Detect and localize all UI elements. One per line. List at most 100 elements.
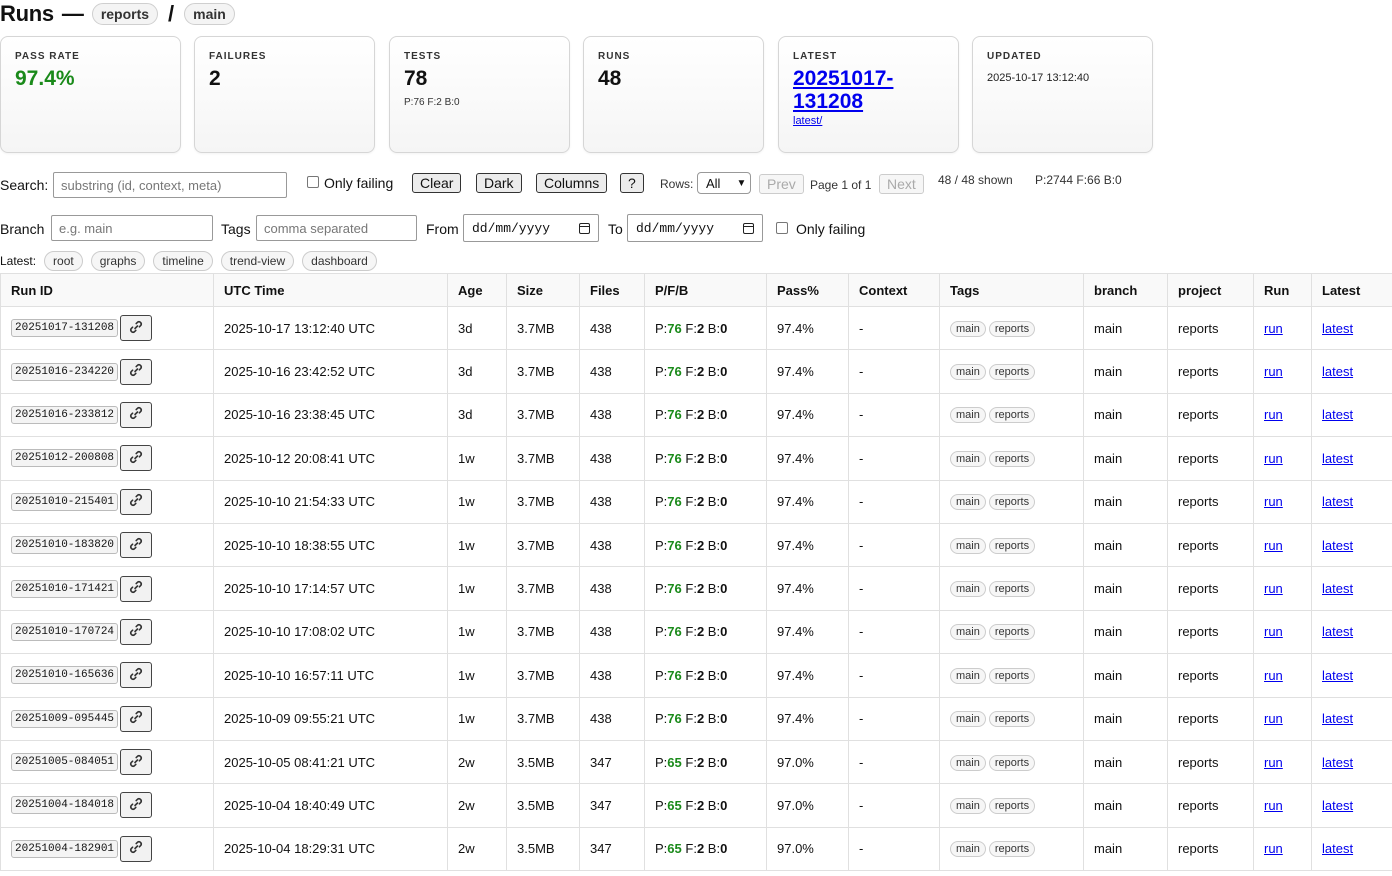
latest-link[interactable]: latest bbox=[1322, 537, 1354, 553]
breadcrumb-project[interactable]: reports bbox=[91, 3, 159, 25]
latest-dir-link[interactable]: latest/ bbox=[793, 115, 823, 127]
run-link[interactable]: run bbox=[1264, 581, 1283, 597]
column-header-run[interactable]: Run bbox=[1253, 273, 1312, 307]
column-header-run-id[interactable]: Run ID bbox=[0, 273, 214, 307]
table-row[interactable]: 20251017-131208 2025-10-17 13:12:40 UTC 3d… bbox=[0, 305, 1392, 351]
table-row[interactable]: 20251016-233812 2025-10-16 23:38:45 UTC 3d… bbox=[0, 392, 1392, 438]
latest-link[interactable]: latest bbox=[1322, 667, 1354, 683]
run-id-badge[interactable]: 20251010-183820 bbox=[11, 536, 119, 555]
run-id-badge[interactable]: 20251010-171421 bbox=[11, 579, 119, 598]
tag-badge[interactable]: main bbox=[950, 581, 986, 598]
rows-select[interactable]: All ▼ bbox=[697, 172, 752, 194]
latest-link[interactable]: latest bbox=[1322, 797, 1354, 813]
tag-badge[interactable]: reports bbox=[988, 841, 1036, 858]
tag-badge[interactable]: reports bbox=[988, 364, 1036, 381]
run-id-badge[interactable]: 20251017-131208 bbox=[11, 319, 119, 338]
latest-link[interactable]: latest bbox=[1322, 450, 1354, 466]
table-row[interactable]: 20251016-234220 2025-10-16 23:42:52 UTC 3d… bbox=[0, 349, 1392, 394]
next-page-button[interactable]: Next bbox=[879, 174, 924, 194]
run-link[interactable]: run bbox=[1264, 320, 1283, 336]
copy-link-button[interactable] bbox=[120, 835, 153, 862]
run-link[interactable]: run bbox=[1264, 537, 1283, 553]
latest-link[interactable]: latest bbox=[1322, 754, 1354, 770]
breadcrumb-branch[interactable]: main bbox=[184, 3, 235, 25]
copy-link-button[interactable] bbox=[120, 532, 153, 559]
search-input[interactable] bbox=[53, 172, 287, 198]
latest-link[interactable]: latest bbox=[1322, 320, 1354, 336]
copy-link-button[interactable] bbox=[120, 401, 153, 428]
table-row[interactable]: 20251010-171421 2025-10-10 17:14:57 UTC 1w… bbox=[0, 566, 1392, 611]
table-row[interactable]: 20251009-095445 2025-10-09 09:55:21 UTC 1w… bbox=[0, 696, 1392, 741]
run-id-badge[interactable]: 20251010-170724 bbox=[11, 622, 119, 641]
run-id-badge[interactable]: 20251010-215401 bbox=[11, 492, 119, 511]
calendar-icon[interactable] bbox=[743, 222, 754, 234]
tag-badge[interactable]: main bbox=[950, 667, 986, 684]
run-link[interactable]: run bbox=[1264, 841, 1283, 857]
table-row[interactable]: 20251005-084051 2025-10-05 08:41:21 UTC 2w… bbox=[0, 739, 1392, 785]
column-header-latest[interactable]: Latest bbox=[1311, 273, 1392, 307]
run-id-badge[interactable]: 20251016-234220 bbox=[11, 362, 119, 381]
tag-badge[interactable]: main bbox=[950, 450, 986, 467]
run-link[interactable]: run bbox=[1264, 624, 1283, 640]
table-row[interactable]: 20251010-170724 2025-10-10 17:08:02 UTC 1w… bbox=[0, 609, 1392, 655]
run-id-badge[interactable]: 20251005-084051 bbox=[11, 753, 119, 772]
copy-link-button[interactable] bbox=[120, 618, 153, 645]
column-header-project[interactable]: project bbox=[1167, 273, 1254, 307]
tag-badge[interactable]: main bbox=[950, 364, 986, 381]
tag-badge[interactable]: reports bbox=[988, 494, 1036, 511]
column-header-pfb[interactable]: P/F/B bbox=[644, 273, 767, 307]
tag-badge[interactable]: main bbox=[950, 407, 986, 424]
tag-badge[interactable]: main bbox=[950, 494, 986, 511]
copy-link-button[interactable] bbox=[120, 662, 153, 689]
from-date-input[interactable]: dd/mm/yyyy bbox=[463, 214, 599, 242]
tag-badge[interactable]: main bbox=[950, 624, 986, 641]
tag-badge[interactable]: reports bbox=[988, 711, 1036, 728]
run-link[interactable]: run bbox=[1264, 450, 1283, 466]
help-button[interactable]: ? bbox=[620, 173, 644, 193]
copy-link-button[interactable] bbox=[120, 749, 153, 776]
tag-badge[interactable]: reports bbox=[988, 407, 1036, 424]
table-row[interactable]: 20251010-215401 2025-10-10 21:54:33 UTC 1w… bbox=[0, 479, 1392, 524]
column-header-pass-pct[interactable]: Pass% bbox=[766, 273, 849, 307]
latest-link[interactable]: latest bbox=[1322, 407, 1354, 423]
latest-link-graphs[interactable]: graphs bbox=[90, 251, 146, 271]
tag-badge[interactable]: reports bbox=[988, 797, 1036, 814]
latest-link-timeline[interactable]: timeline bbox=[153, 251, 213, 271]
tag-badge[interactable]: reports bbox=[988, 754, 1036, 771]
column-header-utc-time[interactable]: UTC Time bbox=[213, 273, 448, 307]
latest-link[interactable]: latest bbox=[1322, 494, 1354, 510]
column-header-age[interactable]: Age bbox=[447, 273, 507, 307]
copy-link-button[interactable] bbox=[120, 445, 153, 472]
latest-link[interactable]: latest bbox=[1322, 581, 1354, 597]
calendar-icon[interactable] bbox=[579, 222, 590, 234]
table-row[interactable]: 20251010-183820 2025-10-10 18:38:55 UTC 1w… bbox=[0, 522, 1392, 568]
tag-badge[interactable]: reports bbox=[988, 320, 1036, 337]
columns-button[interactable]: Columns bbox=[536, 173, 608, 193]
copy-link-button[interactable] bbox=[120, 358, 153, 385]
run-link[interactable]: run bbox=[1264, 754, 1283, 770]
copy-link-button[interactable] bbox=[120, 488, 153, 515]
tag-badge[interactable]: main bbox=[950, 537, 986, 554]
latest-link-root[interactable]: root bbox=[44, 251, 83, 271]
only-failing-checkbox[interactable] bbox=[307, 176, 319, 188]
latest-link-dashboard[interactable]: dashboard bbox=[302, 251, 377, 271]
tag-badge[interactable]: reports bbox=[988, 450, 1036, 467]
run-id-badge[interactable]: 20251012-200808 bbox=[11, 449, 119, 468]
tag-badge[interactable]: reports bbox=[988, 624, 1036, 641]
latest-link[interactable]: latest bbox=[1322, 624, 1354, 640]
tag-badge[interactable]: main bbox=[950, 841, 986, 858]
copy-link-button[interactable] bbox=[120, 705, 153, 732]
run-id-badge[interactable]: 20251009-095445 bbox=[11, 709, 119, 728]
dark-mode-button[interactable]: Dark bbox=[476, 173, 522, 193]
table-row[interactable]: 20251012-200808 2025-10-12 20:08:41 UTC 1w… bbox=[0, 436, 1392, 481]
run-link[interactable]: run bbox=[1264, 494, 1283, 510]
table-row[interactable]: 20251010-165636 2025-10-10 16:57:11 UTC 1w… bbox=[0, 653, 1392, 698]
tag-badge[interactable]: main bbox=[950, 320, 986, 337]
column-header-branch[interactable]: branch bbox=[1083, 273, 1168, 307]
tag-badge[interactable]: main bbox=[950, 754, 986, 771]
latest-run-link[interactable]: 20251017- 131208 bbox=[793, 67, 944, 113]
tag-badge[interactable]: main bbox=[950, 711, 986, 728]
latest-link-trend-view[interactable]: trend-view bbox=[220, 251, 295, 271]
latest-link[interactable]: latest bbox=[1322, 841, 1354, 857]
to-date-input[interactable]: dd/mm/yyyy bbox=[627, 214, 763, 242]
